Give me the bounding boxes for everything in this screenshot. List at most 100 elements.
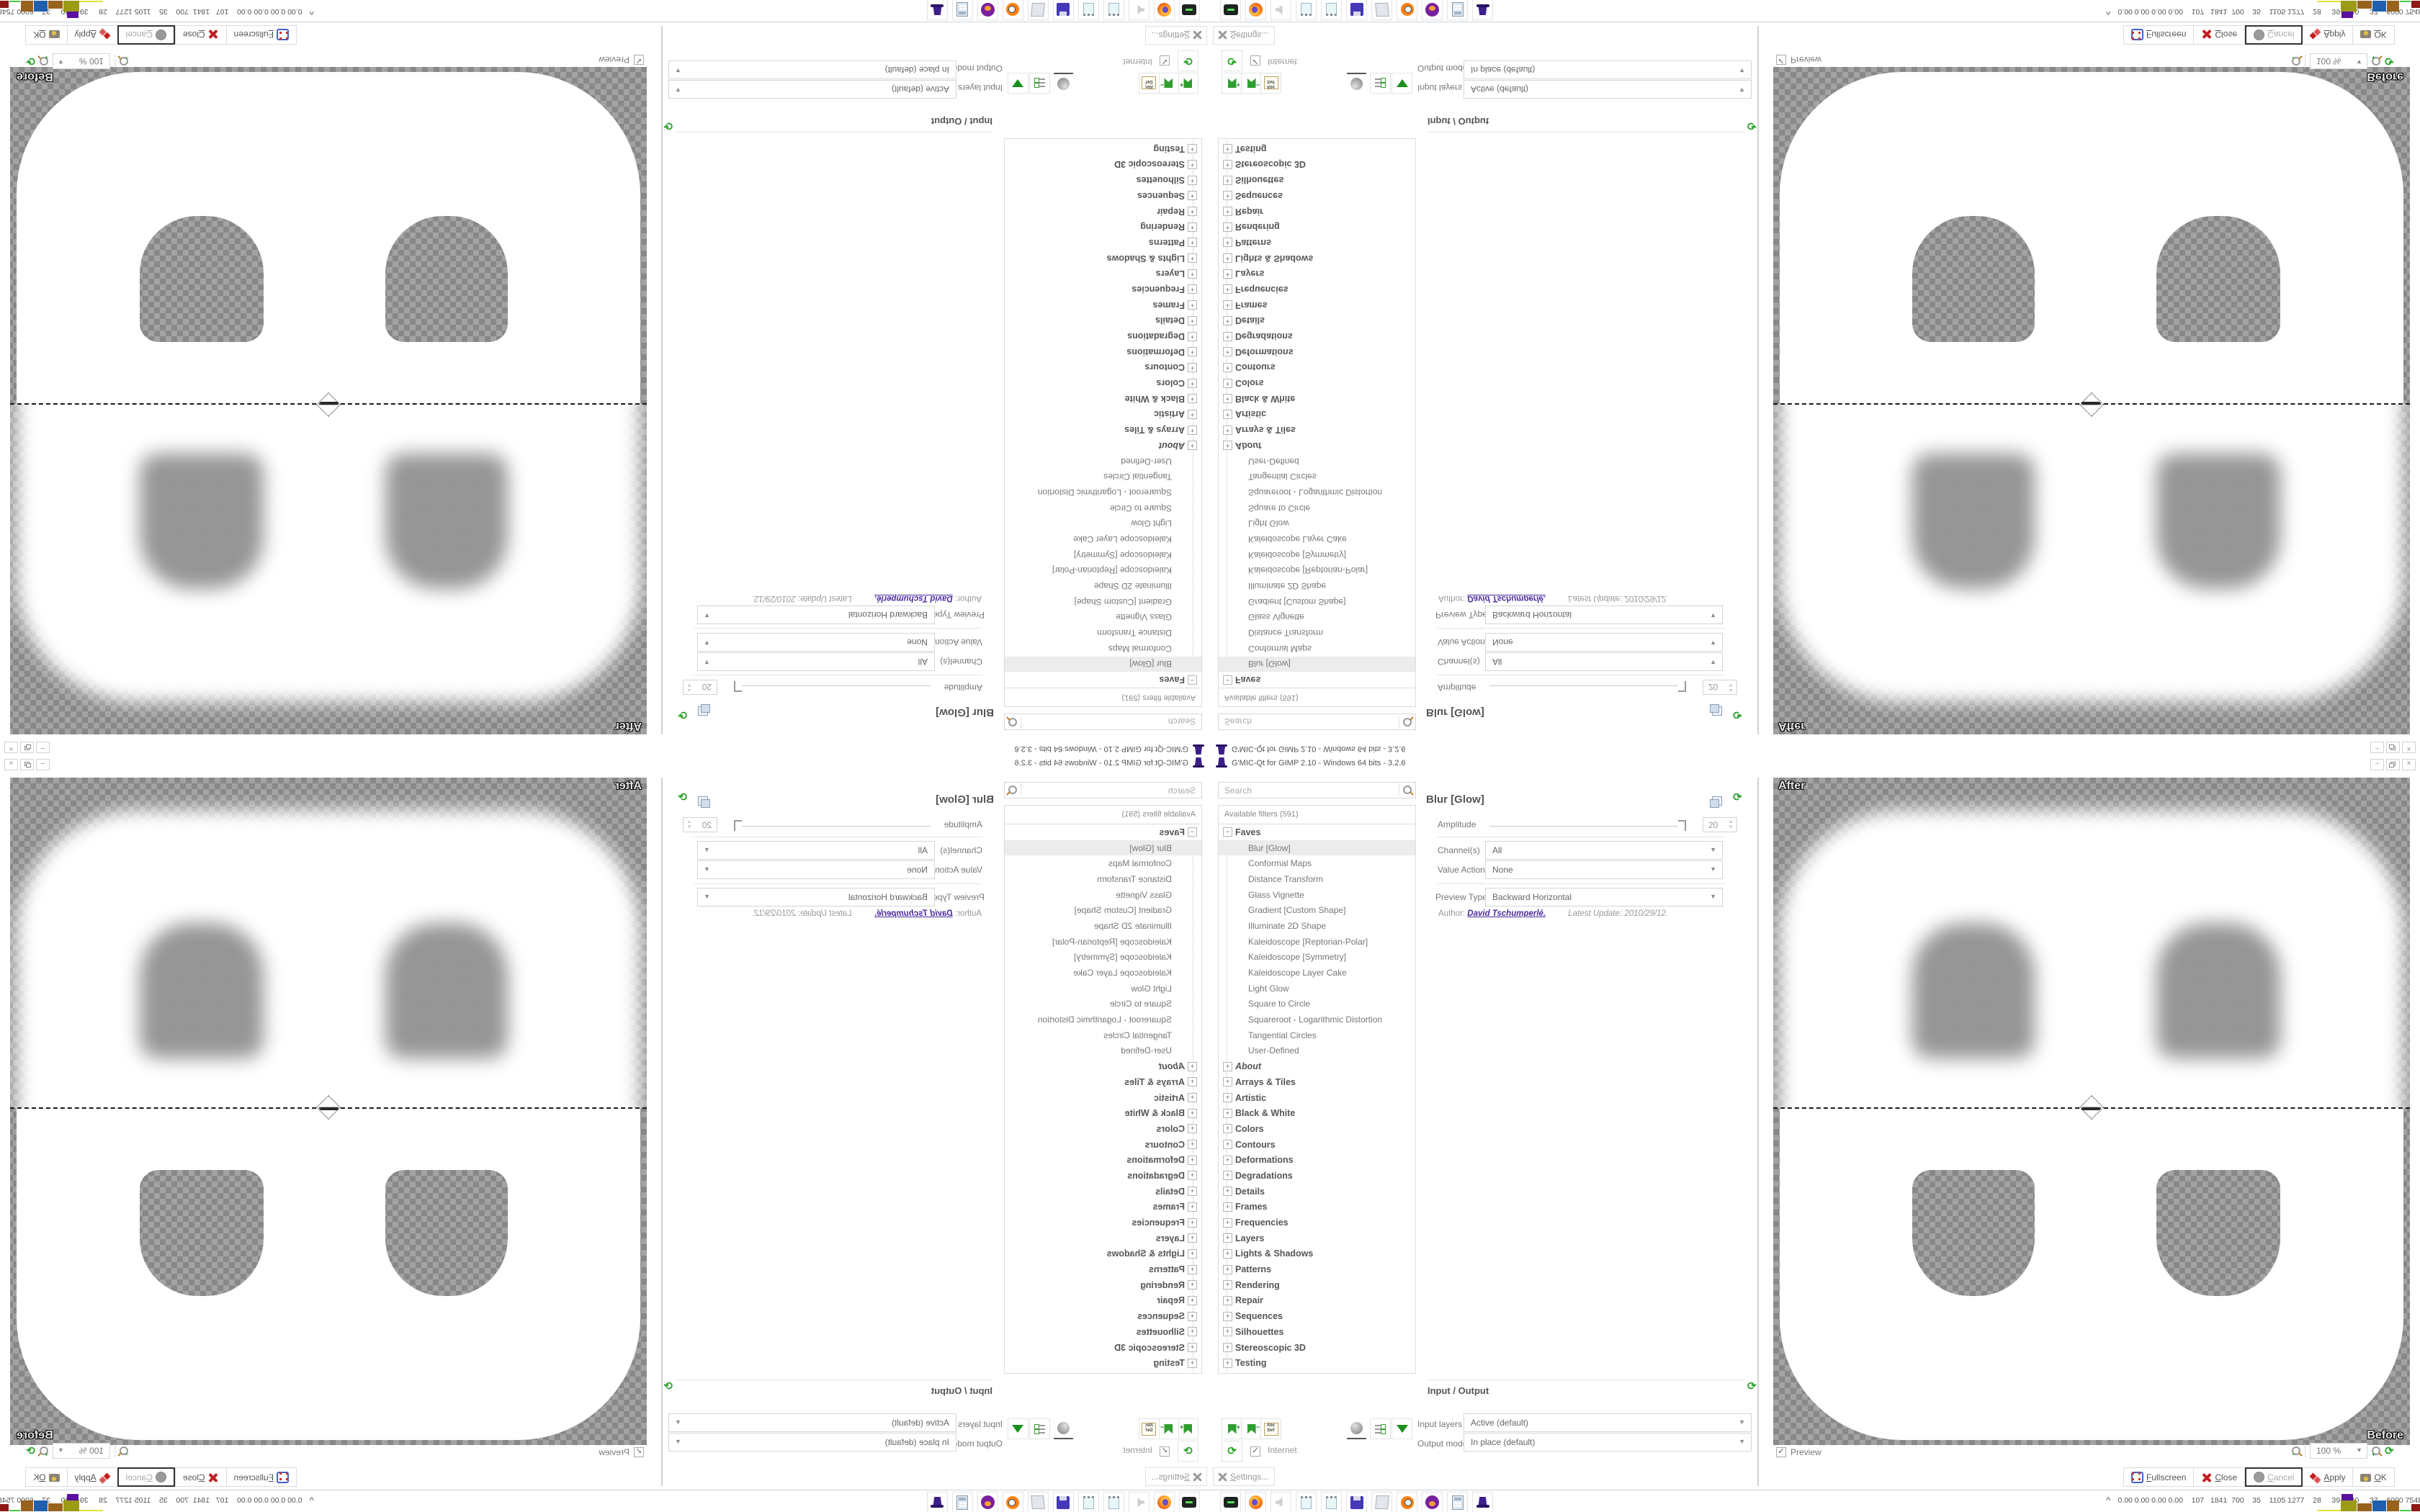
expand-collapse-button[interactable] — [1392, 73, 1412, 94]
zoom-out-icon[interactable]: − — [120, 54, 128, 66]
io-reset-icon[interactable]: ⟳ — [663, 1380, 673, 1392]
search-button[interactable] — [1399, 716, 1415, 729]
remove-fave-button[interactable]: − — [1158, 73, 1179, 94]
expander-icon[interactable]: + — [1188, 144, 1197, 154]
expander-icon[interactable]: + — [1188, 1311, 1197, 1321]
taskbar-item[interactable] — [1053, 0, 1074, 20]
tree-item[interactable]: + Black & White — [1219, 1105, 1415, 1121]
expander-icon[interactable]: + — [1223, 378, 1232, 388]
tree-item[interactable]: + Rendering — [1219, 219, 1415, 235]
tree-item[interactable]: + Sequences — [1005, 1308, 1201, 1324]
tree-item[interactable]: + Patterns — [1219, 1261, 1415, 1277]
preview-type-select[interactable]: Backward Horizontal ▼ — [1485, 888, 1723, 906]
preview-type-select[interactable]: Backward Horizontal ▼ — [697, 888, 935, 906]
tree-item[interactable]: + Contours — [1219, 1137, 1415, 1153]
taskbar-item[interactable] — [952, 0, 973, 20]
taskbar-item[interactable] — [977, 0, 998, 20]
expander-icon[interactable]: + — [1188, 238, 1197, 248]
taskbar-item[interactable] — [1397, 0, 1417, 20]
tree-item[interactable]: + Stereoscopic 3D — [1219, 1340, 1415, 1356]
tree-item[interactable]: Kaleidoscope Layer Cake — [1219, 531, 1415, 547]
io-reset-icon[interactable]: ⟳ — [1747, 1380, 1757, 1392]
tree-item[interactable]: Squareroot - Logarithmic Distortion — [1219, 485, 1415, 500]
expander-icon[interactable]: + — [1223, 1171, 1232, 1181]
settings-button[interactable]: Settings... — [1145, 1467, 1207, 1486]
amplitude-slider[interactable] — [742, 685, 931, 686]
tree-item[interactable]: + Artistic — [1005, 1090, 1201, 1106]
tree-item[interactable]: Gradient [Custom Shape] — [1219, 902, 1415, 918]
taskbar-item[interactable] — [1028, 1492, 1049, 1512]
panel-splitter[interactable] — [661, 778, 663, 1486]
internet-checkbox[interactable]: ✓ — [1160, 1445, 1170, 1457]
divider-grip[interactable] — [320, 402, 339, 405]
preview-type-select[interactable]: Backward Horizontal ▼ — [1485, 606, 1723, 624]
tree-item[interactable]: + Black & White — [1005, 1105, 1201, 1121]
expander-icon[interactable]: + — [1188, 425, 1197, 435]
expander-icon[interactable]: + — [1223, 1108, 1232, 1118]
tree-item[interactable]: User-Defined — [1219, 454, 1415, 469]
expander-icon[interactable]: + — [1188, 1202, 1197, 1212]
tree-item[interactable]: + Lights & Shadows — [1005, 251, 1201, 266]
copy-command-icon[interactable] — [1712, 706, 1722, 716]
zoom-in-icon[interactable]: + — [2372, 1446, 2380, 1458]
tree-item[interactable]: Kaleidoscope [Reptorian-Polar] — [1005, 934, 1201, 950]
tree-item[interactable]: + About — [1005, 1058, 1201, 1074]
apply-button[interactable]: Apply — [66, 25, 117, 45]
tree-item[interactable]: Tangential Circles — [1219, 469, 1415, 485]
divider-grip[interactable] — [2081, 1107, 2100, 1110]
preview-split-divider[interactable] — [10, 1095, 647, 1120]
reset-filter-icon[interactable]: ⟳ — [1733, 791, 1742, 804]
tree-item[interactable]: + Testing — [1219, 141, 1415, 157]
expander-icon[interactable]: + — [1188, 378, 1197, 388]
expander-icon[interactable]: + — [1223, 222, 1232, 232]
tree-item[interactable]: + Testing — [1005, 1355, 1201, 1371]
output-mode-select[interactable]: In place (default) ▼ — [668, 1433, 956, 1452]
expander-icon[interactable]: + — [1188, 1124, 1197, 1134]
amplitude-spinbox[interactable]: 20 ▲ ▼ — [683, 817, 717, 832]
value-action-select[interactable]: None ▼ — [1485, 860, 1723, 879]
taskbar-item[interactable] — [1447, 1492, 1468, 1512]
tree-item[interactable]: User-Defined — [1005, 1043, 1201, 1059]
tree-item[interactable]: Kaleidoscope Layer Cake — [1005, 531, 1201, 547]
expand-collapse-button[interactable] — [1392, 1418, 1412, 1439]
tree-item[interactable]: + Details — [1005, 313, 1201, 329]
tree-item[interactable]: + Repair — [1219, 204, 1415, 220]
panel-splitter[interactable] — [661, 26, 663, 734]
tree-item[interactable]: + Arrays & Tiles — [1005, 1074, 1201, 1090]
expander-icon[interactable]: + — [1223, 1327, 1232, 1337]
tree-item[interactable]: + Artistic — [1219, 407, 1415, 423]
tree-item[interactable]: + Patterns — [1005, 235, 1201, 251]
expander-icon[interactable]: + — [1188, 269, 1197, 279]
apply-button[interactable]: Apply — [2303, 25, 2354, 45]
tree-item[interactable]: Gradient [Custom Shape] — [1005, 594, 1201, 610]
ok-button[interactable]: OK — [25, 25, 67, 45]
taskbar-item[interactable] — [1078, 0, 1099, 20]
tree-item[interactable]: + Sequences — [1219, 1308, 1415, 1324]
close-button[interactable]: Close — [174, 25, 226, 45]
amplitude-slider-handle[interactable] — [734, 681, 742, 692]
tree-item[interactable]: Tangential Circles — [1219, 1027, 1415, 1043]
expander-icon[interactable]: − — [1188, 827, 1197, 837]
expander-icon[interactable]: + — [1223, 1311, 1232, 1321]
tree-item[interactable]: − Faves — [1005, 672, 1201, 688]
taskbar-item[interactable] — [1245, 0, 1266, 20]
refresh-preview-icon[interactable]: ⟳ — [26, 1444, 35, 1457]
zoom-out-icon[interactable]: − — [2292, 1446, 2300, 1458]
tree-item[interactable]: + Stereoscopic 3D — [1219, 157, 1415, 173]
filter-selection-mode-button[interactable] — [1370, 73, 1391, 94]
add-fave-button[interactable]: + — [1178, 73, 1198, 94]
preview-checkbox[interactable]: ✓ Preview — [1776, 1447, 1821, 1457]
expander-icon[interactable]: + — [1188, 1280, 1197, 1290]
spin-down-icon[interactable]: ▼ — [1729, 683, 1733, 687]
amplitude-slider-handle[interactable] — [1678, 820, 1686, 831]
filter-selection-mode-button[interactable] — [1029, 1418, 1050, 1439]
zoom-level-select[interactable]: 100 % ▼ — [53, 1443, 110, 1459]
expander-icon[interactable]: + — [1223, 425, 1232, 435]
tree-item[interactable]: Kaleidoscope [Reptorian-Polar] — [1005, 563, 1201, 579]
tree-item[interactable]: + Colors — [1219, 375, 1415, 391]
tree-item[interactable]: Square to Circle — [1219, 996, 1415, 1012]
internet-checkbox[interactable]: ✓ — [1160, 55, 1170, 67]
expander-icon[interactable]: + — [1188, 1295, 1197, 1305]
author-link[interactable]: David Tschumperlé. — [1467, 594, 1546, 603]
tree-item[interactable]: + About — [1219, 1058, 1415, 1074]
